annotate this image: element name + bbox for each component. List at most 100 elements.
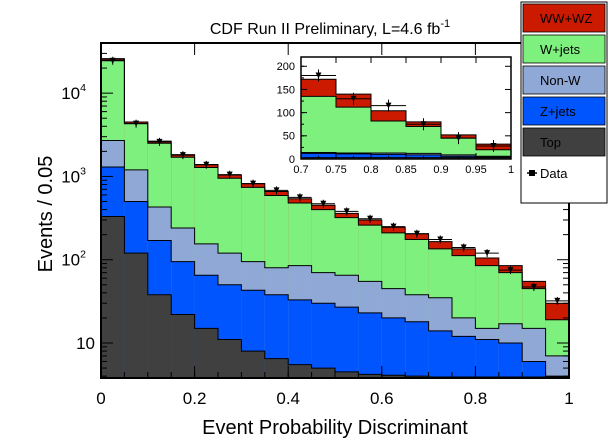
main-bar-top: [171, 314, 195, 378]
main-y-tick-exp: 2: [80, 249, 86, 261]
main-y-tick-label: 103: [61, 165, 86, 186]
inset-y-tick-label: 50: [283, 131, 295, 143]
main-bar-z-jets: [358, 312, 382, 378]
inset-x-tick-label: 0.85: [395, 164, 416, 176]
main-bar-top: [311, 368, 335, 378]
main-data-point: [530, 284, 537, 291]
inset-plot: 0.7 0.75 0.8 0.85 0.9 0.95 1 0 50 100 150 200: [277, 56, 514, 176]
legend-swatch-non-w: [522, 65, 606, 95]
main-outline-ww-wz: [100, 58, 570, 378]
main-y-tick-label: 104: [61, 82, 86, 103]
main-x-tick-label: 0: [96, 389, 105, 408]
inset-y-tick-label: 150: [277, 84, 295, 96]
main-data-point: [156, 138, 163, 145]
main-y-tick-exp: 4: [80, 82, 86, 94]
chart-title: CDF Run II Preliminary, L=4.6 fb-1: [210, 18, 450, 38]
main-data-point: [460, 244, 467, 251]
main-bar-z-jets: [311, 303, 335, 378]
main-bar-z-jets: [405, 321, 429, 378]
main-data-point: [367, 215, 374, 222]
main-data-points: [101, 56, 569, 305]
inset-data-point: [385, 102, 392, 109]
main-data-point: [343, 208, 350, 215]
x-axis-label: Event Probability Discriminant: [202, 417, 468, 439]
main-bar-z-jets: [475, 339, 499, 378]
main-y-tick-label: 102: [61, 249, 86, 270]
main-bar-top: [194, 328, 218, 378]
inset-data-point: [490, 143, 497, 150]
legend-data-marker: [529, 170, 535, 176]
inset-bar-w-jets: [476, 149, 511, 159]
main-data-point: [507, 267, 514, 274]
main-outline-z-jets: [100, 166, 570, 378]
main-x-tick-label: 0.6: [370, 389, 394, 408]
chart-title-text: CDF Run II Preliminary, L=4.6 fb: [210, 21, 441, 38]
main-bar-z-jets: [288, 299, 312, 378]
main-bar-z-jets: [335, 307, 359, 378]
main-bar-top: [335, 371, 359, 378]
legend-label-non-w: Non-W: [540, 73, 581, 88]
main-x-tick-label: 0.8: [464, 389, 488, 408]
main-y-tick-base: 10: [61, 167, 80, 186]
inset-y-tick-label: 0: [289, 154, 295, 166]
legend-entry-data: Data: [527, 166, 568, 181]
main-bar-top: [218, 339, 242, 378]
inset-x-tick-label: 1: [508, 164, 514, 176]
main-y-tick-exp: 3: [80, 165, 86, 177]
legend-label-ww-wz: WW+WZ: [540, 11, 592, 26]
main-x-tick-label: 1: [564, 389, 573, 408]
inset-bar-w-jets: [301, 96, 336, 159]
inset-data-points: [301, 69, 511, 153]
legend: WW+WZ W+jets Non-W Z+jets Top Data: [520, 1, 608, 204]
inset-data-point: [315, 72, 322, 79]
legend-swatch-w-jets: [522, 34, 606, 64]
main-bar-top: [241, 351, 265, 378]
main-x-tick-label: 0.2: [183, 389, 207, 408]
legend-label-w-jets: W+jets: [540, 42, 581, 57]
legend-entry-w-jets: W+jets: [522, 34, 606, 64]
main-bar-top: [101, 216, 125, 378]
main-data-point: [203, 161, 210, 168]
main-bar-top: [381, 375, 406, 378]
main-data-point: [296, 194, 303, 201]
legend-entry-ww-wz: WW+WZ: [522, 3, 606, 33]
main-data-point: [554, 297, 561, 304]
legend-entry-top: Top: [522, 127, 606, 157]
inset-bar-w-jets: [441, 138, 476, 159]
main-x-tick-label: 0.4: [276, 389, 300, 408]
main-data-point: [320, 200, 327, 207]
legend-swatch-ww-wz: [522, 3, 606, 33]
inset-x-tick-label: 0.95: [465, 164, 486, 176]
main-data-point: [484, 250, 491, 257]
inset-x-tick-label: 0.7: [293, 164, 308, 176]
main-bar-top: [147, 294, 172, 378]
main-bar-z-jets: [452, 336, 476, 378]
main-data-point: [109, 57, 116, 64]
inset-data-point: [350, 95, 357, 102]
inset-x-tick-label: 0.8: [363, 164, 378, 176]
inset-x-tick-label: 0.75: [325, 164, 346, 176]
main-data-point: [226, 171, 233, 178]
legend-entry-z-jets: Z+jets: [522, 96, 606, 126]
inset-y-tick-label: 200: [277, 61, 295, 73]
main-data-point: [250, 180, 257, 187]
main-data-point: [179, 152, 186, 159]
main-data-point: [273, 187, 280, 194]
main-outline-non-w: [100, 140, 570, 378]
main-y-tick-label: 10: [76, 334, 95, 353]
main-y-tick-base: 10: [61, 251, 80, 270]
legend-label-top: Top: [540, 135, 561, 150]
main-bar-z-jets: [264, 294, 289, 378]
main-y-tick-base: 10: [76, 334, 95, 353]
main-bar-top: [124, 253, 148, 378]
inset-x-tick-label: 0.9: [433, 164, 448, 176]
inset-data-point: [420, 121, 427, 128]
main-series-top: [101, 216, 569, 378]
inset-data-point: [455, 135, 462, 142]
main-bar-top: [264, 358, 289, 378]
chart-title-superscript: -1: [440, 18, 450, 30]
legend-entry-non-w: Non-W: [522, 65, 606, 95]
legend-swatch-z-jets: [522, 96, 606, 126]
